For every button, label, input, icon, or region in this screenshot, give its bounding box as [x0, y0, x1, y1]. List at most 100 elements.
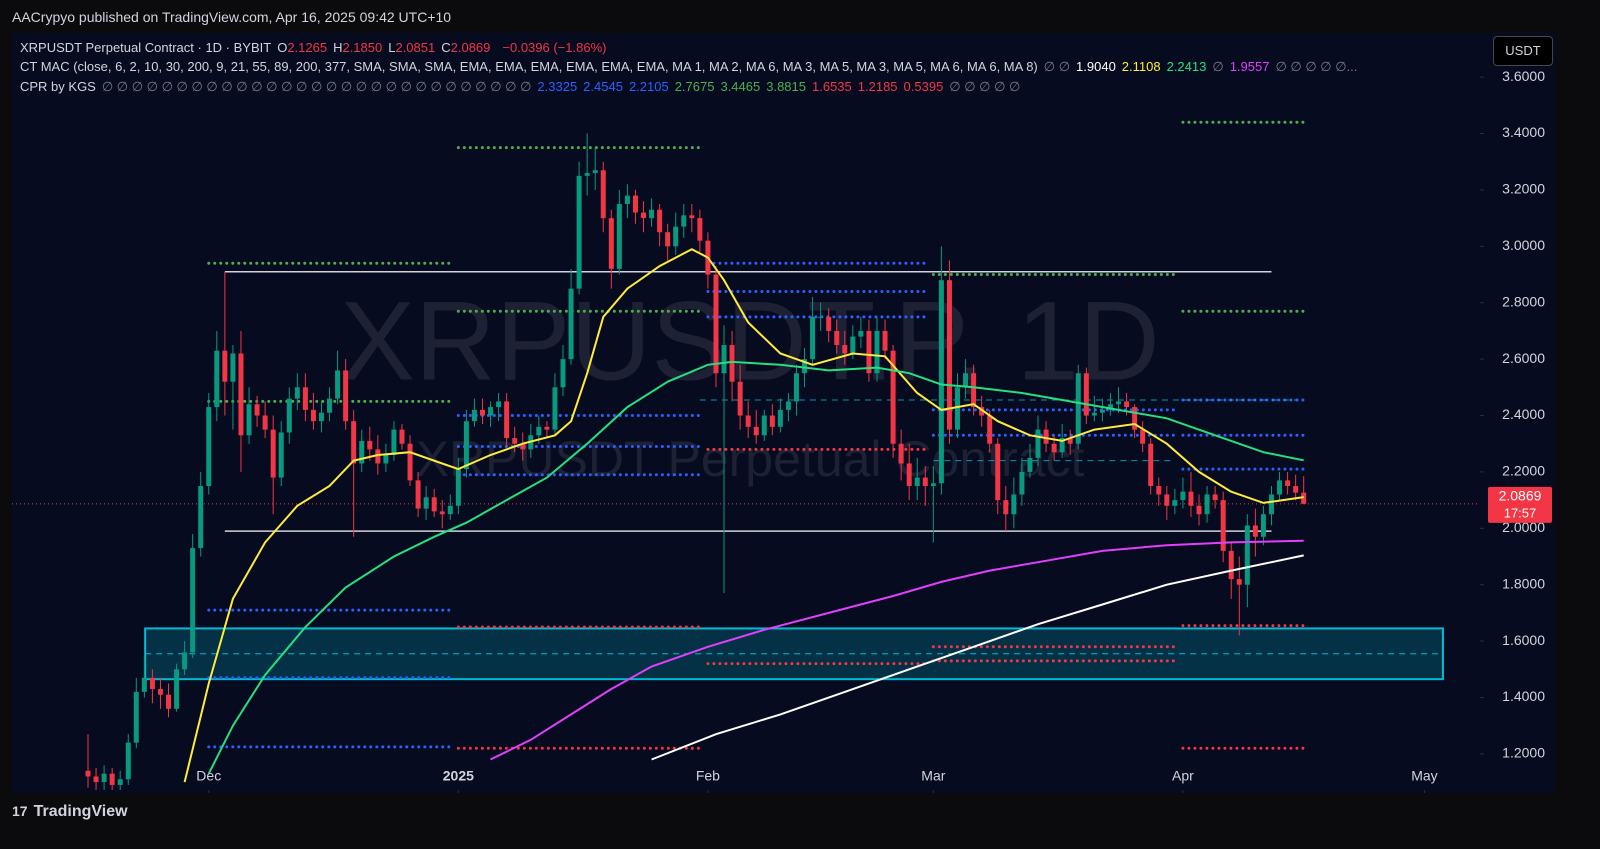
candle-body — [616, 204, 622, 269]
candle-body — [1051, 443, 1057, 453]
indicator-value: 0.5395 — [903, 79, 944, 94]
moving-average — [651, 554, 1304, 761]
candle-body — [367, 440, 373, 450]
candle-body — [141, 677, 147, 692]
candle-body — [874, 330, 880, 374]
candle-body — [133, 691, 139, 743]
publisher-bar: AACrypyo published on TradingView.com, A… — [0, 0, 1600, 32]
candle-body — [335, 370, 341, 399]
candle-body — [423, 497, 429, 509]
candle-body — [971, 373, 977, 408]
candle-body — [665, 232, 671, 247]
candle-body — [681, 215, 687, 227]
candle-body — [254, 404, 260, 416]
chart-background — [12, 33, 1555, 793]
publisher: AACrypyo published on TradingView.com, A… — [12, 9, 452, 25]
y-tick-label: 3.2000 — [1502, 181, 1545, 197]
candle-body — [600, 170, 606, 219]
candle-body — [479, 409, 485, 416]
candle-body — [198, 486, 204, 549]
x-tick-label: Dec — [196, 768, 221, 784]
candle-body — [987, 415, 993, 444]
indicator-value: 1.2185 — [857, 79, 898, 94]
candle-body — [125, 742, 131, 780]
candle-body — [214, 350, 220, 408]
y-tick-label: 1.6000 — [1502, 632, 1545, 648]
candle-body — [93, 776, 99, 783]
indicator-value: 2.2105 — [628, 79, 669, 94]
candle-body — [246, 404, 252, 436]
candle-body — [673, 226, 679, 247]
candle-body — [1124, 401, 1130, 408]
candle-body — [1067, 438, 1073, 444]
candle-body — [1027, 457, 1033, 472]
candle-body — [641, 212, 647, 219]
candle-body — [230, 353, 236, 382]
candle-body — [415, 480, 421, 509]
watermark-symbol: XRPUSDT.P, 1D — [340, 279, 1160, 404]
candle-body — [302, 387, 308, 410]
candle-body — [1244, 525, 1250, 585]
candle-body — [544, 426, 550, 430]
candle-body — [391, 429, 397, 456]
indicator-value: 3.8815 — [766, 79, 806, 94]
candle-body — [101, 773, 107, 783]
candle-body — [737, 381, 743, 416]
candle-body — [1220, 500, 1226, 551]
y-tick-label: 2.0000 — [1502, 519, 1545, 535]
moving-average — [490, 539, 1304, 761]
candle-body — [745, 415, 751, 427]
candle-body — [955, 387, 960, 430]
candle-body — [1099, 409, 1105, 413]
candle-body — [552, 387, 558, 430]
candle-body — [455, 469, 461, 506]
candle-body — [149, 677, 155, 690]
candle-body — [834, 330, 840, 346]
candle-body — [504, 401, 510, 439]
candle-body — [1293, 486, 1299, 493]
candle-body — [576, 175, 582, 289]
candle-body — [85, 770, 91, 777]
y-tick-label: 3.4000 — [1502, 124, 1545, 140]
indicator-legend: CT MAC (close, 6, 2, 10, 30, 200, 9, 21,… — [20, 59, 1363, 75]
ohlc-key: L — [388, 40, 396, 55]
candle-body — [608, 218, 614, 269]
candle-body — [1107, 404, 1113, 410]
axes: 1.2000 1.4000 1.6000 1.8000 2.0000 2.2000 2.40… — [196, 68, 1552, 793]
candle-body — [632, 195, 638, 213]
candle-body — [914, 477, 920, 487]
candle-body — [496, 401, 502, 408]
candle-body — [1301, 492, 1307, 504]
indicator-name: CT MAC (close, 6, 2, 10, 30, 200, 9, 21,… — [20, 59, 1038, 74]
candle-body — [351, 421, 357, 464]
candle-body — [166, 694, 172, 709]
candle-body — [850, 336, 856, 354]
ohlc-key: C — [441, 40, 451, 55]
candle-body — [963, 373, 969, 388]
candle-body — [1172, 500, 1178, 506]
candle-body — [713, 274, 719, 374]
candle-body — [729, 345, 735, 382]
y-tick-label: 3.6000 — [1502, 68, 1545, 84]
ohlc-value: 2.0869 — [450, 40, 491, 55]
ohlc-value: 2.1850 — [342, 40, 383, 55]
candle-body — [995, 443, 1001, 501]
candle-body — [1268, 494, 1274, 515]
candle-body — [1011, 494, 1017, 515]
candle-body — [810, 316, 816, 360]
candle-body — [769, 415, 775, 427]
candle-body — [174, 669, 180, 709]
indicator-legend: CPR by KGS ∅ ∅ ∅ ∅ ∅ ∅ ∅ ∅ ∅ ∅ ∅ ∅ ∅ ∅ ∅ … — [20, 79, 1026, 95]
indicator-value: 2.3325 — [537, 79, 578, 94]
indicator-value: 2.4545 — [583, 79, 623, 94]
y-tick-label: 3.0000 — [1502, 237, 1545, 253]
candle-body — [1285, 480, 1291, 487]
watermark-description: XRPUSDT Perpetual Contract — [416, 431, 1085, 487]
candle-body — [1228, 550, 1234, 580]
x-tick-label: May — [1411, 768, 1437, 784]
indicator-value: ∅ ∅ ∅ ∅ ∅ ∅ ∅ ∅ ∅ ∅ ∅ ∅ ∅ ∅ ∅ ∅ ∅ ∅ ∅ ∅ … — [101, 79, 532, 94]
candle-body — [1252, 525, 1258, 537]
currency-button[interactable]: USDT — [1493, 36, 1553, 66]
